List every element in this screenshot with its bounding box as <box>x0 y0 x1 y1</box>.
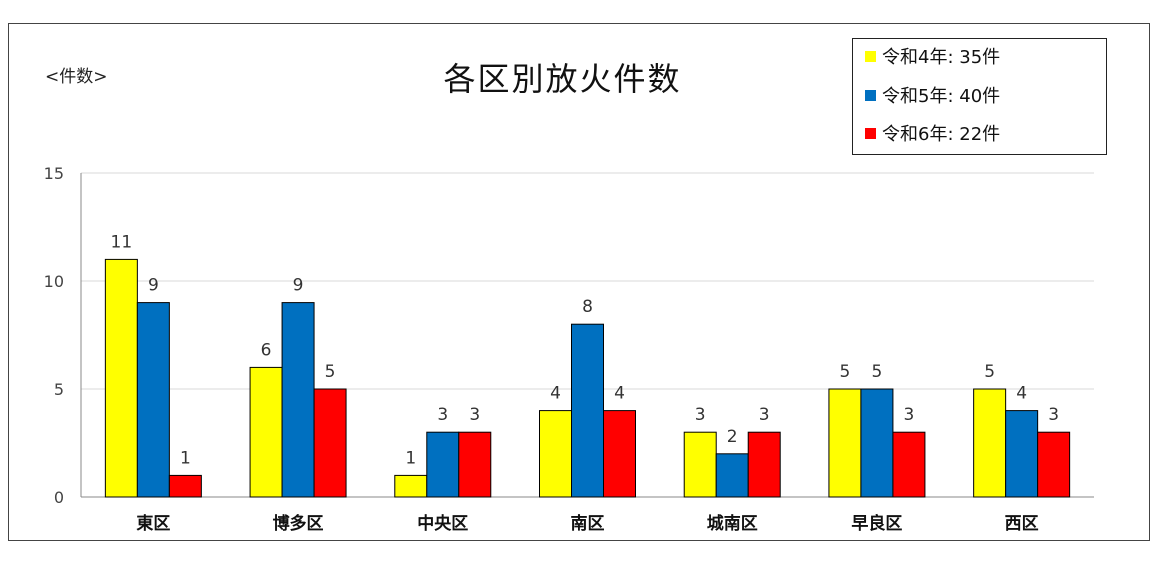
data-label: 4 <box>614 384 625 404</box>
data-label: 5 <box>840 362 851 382</box>
bar <box>136 302 170 498</box>
legend-item-r5: 令和5年: 40件 <box>865 83 1000 107</box>
legend: 令和4年: 35件 令和5年: 40件 令和6年: 22件 <box>852 38 1107 155</box>
legend-label-r5: 令和5年: 40件 <box>882 86 1001 107</box>
x-category-label: 東区 <box>136 513 170 534</box>
data-label: 4 <box>550 384 561 404</box>
x-category-label: 城南区 <box>707 513 758 534</box>
bar <box>168 474 202 498</box>
legend-swatch-r6 <box>865 127 876 139</box>
bar <box>892 431 926 498</box>
data-label: 5 <box>984 362 995 382</box>
legend-label-r6: 令和6年: 22件 <box>882 124 1001 145</box>
data-label: 11 <box>111 232 133 252</box>
x-category-label: 早良区 <box>851 513 902 534</box>
bar <box>1005 410 1039 498</box>
bar <box>683 431 717 498</box>
data-label: 4 <box>1016 384 1027 404</box>
data-label: 3 <box>904 405 915 425</box>
data-label: 3 <box>695 405 706 425</box>
bar <box>539 410 572 498</box>
data-label: 1 <box>180 448 191 468</box>
legend-item-r4: 令和4年: 35件 <box>865 44 1000 68</box>
y-tick-label: 5 <box>54 380 64 399</box>
data-label: 5 <box>325 362 336 382</box>
data-label: 3 <box>1048 405 1059 425</box>
x-category-label: 南区 <box>571 513 605 534</box>
x-category-label: 博多区 <box>273 513 324 534</box>
bar <box>1037 431 1071 498</box>
data-label: 6 <box>261 340 272 360</box>
bar <box>973 388 1007 498</box>
data-label: 9 <box>148 276 159 296</box>
data-label: 3 <box>437 405 448 425</box>
chart-title: 各区別放火件数 <box>443 60 682 98</box>
bar <box>281 302 315 498</box>
bar <box>715 453 749 498</box>
bar <box>828 388 862 498</box>
data-label: 3 <box>759 405 770 425</box>
bar <box>458 431 492 498</box>
x-category-label: 中央区 <box>417 513 468 534</box>
legend-swatch-r5 <box>865 89 876 101</box>
data-label: 8 <box>582 297 593 317</box>
legend-swatch-r4 <box>865 50 876 62</box>
y-tick-label: 10 <box>44 272 64 291</box>
data-label: 1 <box>405 448 416 468</box>
bar <box>603 410 636 498</box>
y-tick-label: 0 <box>54 488 64 507</box>
bar <box>747 431 781 498</box>
data-label: 3 <box>469 405 480 425</box>
y-tick-label: 15 <box>44 164 64 183</box>
legend-item-r6: 令和6年: 22件 <box>865 121 1000 145</box>
bar <box>426 431 460 498</box>
bar <box>394 474 428 498</box>
bar <box>249 366 283 498</box>
data-label: 5 <box>872 362 883 382</box>
bar <box>104 258 138 498</box>
bar <box>860 388 894 498</box>
y-unit-label: <件数> <box>45 67 108 87</box>
legend-label-r4: 令和4年: 35件 <box>882 47 1001 68</box>
x-category-label: 西区 <box>1005 514 1039 534</box>
bars <box>104 258 1071 498</box>
bar <box>571 323 604 498</box>
data-label: 9 <box>293 276 304 296</box>
bar <box>313 388 347 498</box>
data-label: 2 <box>727 427 738 447</box>
data-labels: 11 9 1 6 9 5 1 3 3 4 8 4 3 2 3 5 5 3 5 4 3 <box>111 232 1060 468</box>
